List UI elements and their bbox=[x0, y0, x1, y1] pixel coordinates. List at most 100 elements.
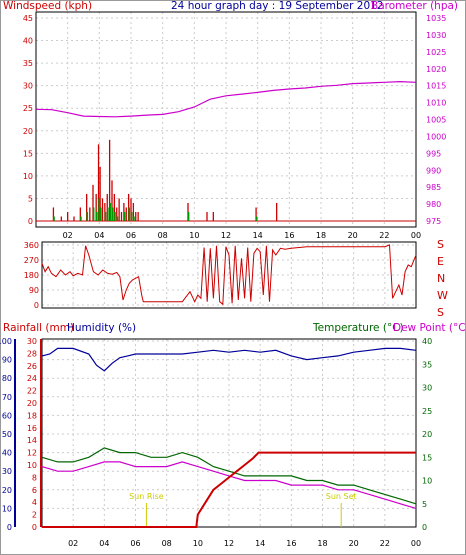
humidity-tick: 30 bbox=[2, 467, 12, 476]
time-tick: 18 bbox=[316, 231, 326, 240]
rainfall-tick: 26 bbox=[27, 362, 37, 371]
barometer-tick: 1030 bbox=[426, 31, 446, 40]
time-tick: 06 bbox=[126, 231, 136, 240]
barometer-tick: 985 bbox=[426, 183, 441, 192]
time-tick-labels-bottom: 02 04 06 08 10 12 14 16 18 20 22 00 bbox=[68, 539, 421, 548]
humidity-tick: 90 bbox=[2, 356, 12, 365]
time-tick: 14 bbox=[255, 539, 265, 548]
time-tick: 08 bbox=[158, 231, 168, 240]
time-tick: 10 bbox=[193, 539, 203, 548]
compass-label: E bbox=[437, 255, 444, 268]
barometer-tick: 1000 bbox=[426, 132, 446, 141]
humidity-tick: 20 bbox=[2, 486, 12, 495]
sun-markers: Sun Rise Sun Set bbox=[129, 492, 357, 527]
barometer-tick: 975 bbox=[426, 217, 441, 226]
rainfall-tick: 22 bbox=[27, 387, 37, 396]
time-tick: 06 bbox=[130, 539, 140, 548]
barometer-tick: 1010 bbox=[426, 99, 446, 108]
time-tick: 10 bbox=[189, 231, 199, 240]
barometer-tick: 1015 bbox=[426, 82, 446, 91]
humidity-tick: 60 bbox=[2, 411, 12, 420]
compass-label: S bbox=[437, 306, 444, 319]
barometer-axis-title: Barometer (hpa) bbox=[371, 0, 458, 12]
barometer-tick: 1020 bbox=[426, 65, 446, 74]
barometer-line bbox=[35, 80, 417, 118]
temperature-axis-title: Temperature (°C) bbox=[312, 322, 404, 334]
time-tick: 18 bbox=[317, 539, 327, 548]
windspeed-tick: 15 bbox=[23, 149, 33, 158]
temperature-tick: 5 bbox=[422, 500, 427, 509]
wind-direction-tick: 90 bbox=[29, 286, 39, 295]
windspeed-axis-title: Windspeed (kph) bbox=[3, 0, 92, 12]
barometer-tick: 1025 bbox=[426, 48, 446, 57]
dewpoint-line bbox=[41, 461, 417, 509]
time-tick: 20 bbox=[348, 231, 358, 240]
humidity-tick: 40 bbox=[2, 449, 12, 458]
humidity-tick-labels: 0 10 20 30 40 50 60 70 80 90 100 bbox=[0, 337, 12, 532]
rainfall-tick: 28 bbox=[27, 349, 37, 358]
rainfall-tick: 14 bbox=[27, 436, 37, 445]
rainfall-tick: 6 bbox=[32, 486, 37, 495]
barometer-tick: 995 bbox=[426, 149, 441, 158]
humidity-tick: 70 bbox=[2, 393, 12, 402]
time-tick: 22 bbox=[379, 231, 389, 240]
wind-direction-tick-labels: 0 90 180 270 360 bbox=[24, 241, 39, 310]
rainfall-tick: 16 bbox=[27, 424, 37, 433]
time-tick: 04 bbox=[94, 231, 104, 240]
time-tick: 02 bbox=[63, 231, 73, 240]
wind-bars bbox=[36, 139, 416, 222]
dewpoint-axis-title: Dew Point (°C) bbox=[393, 322, 466, 334]
time-tick: 00 bbox=[411, 231, 421, 240]
windspeed-tick: 45 bbox=[23, 14, 33, 23]
time-tick: 12 bbox=[221, 231, 231, 240]
barometer-tick: 1035 bbox=[426, 14, 446, 23]
compass-label: N bbox=[437, 272, 445, 285]
temperature-tick: 35 bbox=[422, 360, 432, 369]
rainfall-tick: 0 bbox=[32, 523, 37, 532]
wind-baro-frame bbox=[35, 11, 417, 228]
rainfall-tick: 12 bbox=[27, 449, 37, 458]
compass-label: W bbox=[437, 289, 448, 302]
rainfall-tick: 30 bbox=[27, 337, 37, 346]
barometer-tick: 980 bbox=[426, 200, 441, 209]
rainfall-tick: 8 bbox=[32, 473, 37, 482]
time-tick: 02 bbox=[68, 539, 78, 548]
temperature-tick: 40 bbox=[422, 337, 432, 346]
windspeed-tick-labels: 0 5 10 15 20 25 30 35 40 45 bbox=[23, 14, 33, 226]
windspeed-tick: 40 bbox=[23, 37, 33, 46]
rainfall-tick: 10 bbox=[27, 461, 37, 470]
rainfall-tick: 20 bbox=[27, 399, 37, 408]
compass-label: S bbox=[437, 238, 444, 251]
time-tick: 08 bbox=[162, 539, 172, 548]
wind-direction-line bbox=[41, 244, 417, 306]
wind-baro-grid bbox=[36, 12, 417, 227]
rainfall-axis-title: Rainfall (mm) bbox=[3, 322, 74, 334]
humidity-tick: 100 bbox=[0, 337, 12, 346]
windspeed-tick: 35 bbox=[23, 59, 33, 68]
barometer-tick-labels: 975 980 985 990 995 1000 1005 1010 1015 1020 1025 1… bbox=[426, 14, 446, 226]
wind-direction-tick: 180 bbox=[24, 271, 39, 280]
wind-baro-panel: Windspeed (kph) 24 hour graph day : 19 S… bbox=[3, 0, 458, 240]
temperature-tick: 10 bbox=[422, 477, 432, 486]
temperature-tick-labels: 0 5 10 15 20 25 30 35 40 bbox=[422, 337, 432, 532]
rainfall-tick: 18 bbox=[27, 411, 37, 420]
rainfall-line bbox=[42, 451, 416, 528]
time-tick: 22 bbox=[380, 539, 390, 548]
barometer-tick: 990 bbox=[426, 166, 441, 175]
time-tick: 16 bbox=[286, 539, 296, 548]
sun-rise-label: Sun Rise bbox=[129, 492, 164, 501]
chart-title: 24 hour graph day : 19 September 2012 bbox=[171, 0, 383, 12]
rainfall-tick: 24 bbox=[27, 374, 37, 383]
temperature-tick: 25 bbox=[422, 407, 432, 416]
windspeed-tick: 25 bbox=[23, 104, 33, 113]
windspeed-tick: 10 bbox=[23, 172, 33, 181]
temperature-tick: 20 bbox=[422, 430, 432, 439]
humidity-tick: 50 bbox=[2, 430, 12, 439]
wind-direction-tick: 360 bbox=[24, 241, 39, 250]
windspeed-tick: 30 bbox=[23, 82, 33, 91]
